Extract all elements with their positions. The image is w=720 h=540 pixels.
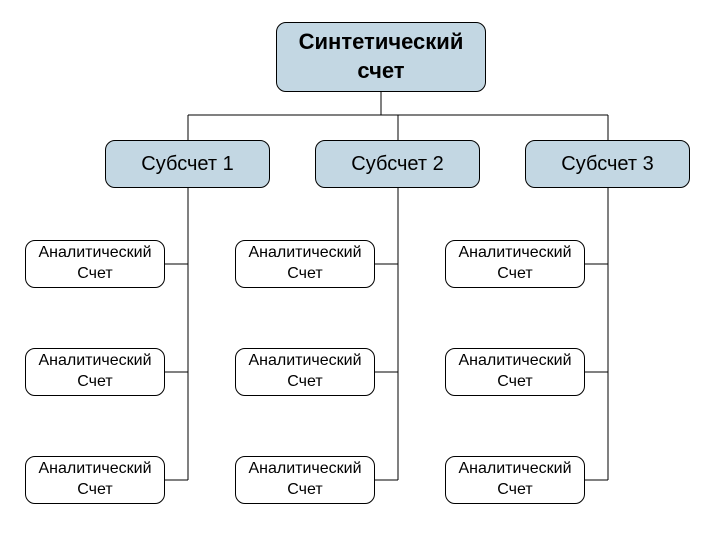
leaf-label: Аналитический Счет bbox=[26, 459, 164, 501]
sub-label: Субсчет 3 bbox=[561, 151, 653, 177]
root-node: Синтетический счет bbox=[276, 22, 486, 92]
leaf-node: Аналитический Счет bbox=[235, 348, 375, 396]
leaf-node: Аналитический Счет bbox=[235, 456, 375, 504]
leaf-node: Аналитический Счет bbox=[445, 240, 585, 288]
leaf-node: Аналитический Счет bbox=[25, 240, 165, 288]
sub-label: Субсчет 2 bbox=[351, 151, 443, 177]
leaf-node: Аналитический Счет bbox=[25, 348, 165, 396]
sub-node-2: Субсчет 2 bbox=[315, 140, 480, 188]
leaf-label: Аналитический Счет bbox=[26, 243, 164, 285]
leaf-label: Аналитический Счет bbox=[446, 351, 584, 393]
root-label: Синтетический счет bbox=[277, 28, 485, 85]
leaf-node: Аналитический Счет bbox=[445, 348, 585, 396]
leaf-node: Аналитический Счет bbox=[445, 456, 585, 504]
sub-node-3: Субсчет 3 bbox=[525, 140, 690, 188]
leaf-label: Аналитический Счет bbox=[26, 351, 164, 393]
leaf-label: Аналитический Счет bbox=[236, 459, 374, 501]
leaf-label: Аналитический Счет bbox=[236, 351, 374, 393]
leaf-node: Аналитический Счет bbox=[25, 456, 165, 504]
leaf-label: Аналитический Счет bbox=[236, 243, 374, 285]
leaf-node: Аналитический Счет bbox=[235, 240, 375, 288]
sub-node-1: Субсчет 1 bbox=[105, 140, 270, 188]
leaf-label: Аналитический Счет bbox=[446, 243, 584, 285]
leaf-label: Аналитический Счет bbox=[446, 459, 584, 501]
sub-label: Субсчет 1 bbox=[141, 151, 233, 177]
